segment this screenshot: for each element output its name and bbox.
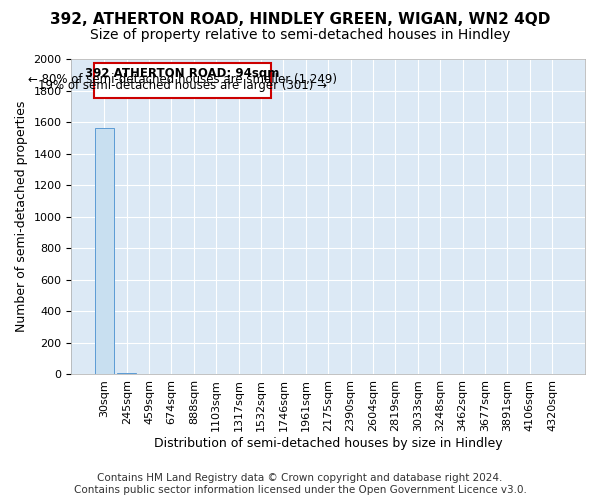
Text: 392 ATHERTON ROAD: 94sqm: 392 ATHERTON ROAD: 94sqm bbox=[85, 67, 280, 80]
X-axis label: Distribution of semi-detached houses by size in Hindley: Distribution of semi-detached houses by … bbox=[154, 437, 503, 450]
Text: Contains HM Land Registry data © Crown copyright and database right 2024.
Contai: Contains HM Land Registry data © Crown c… bbox=[74, 474, 526, 495]
Bar bbox=[117, 373, 136, 374]
Bar bbox=[95, 128, 114, 374]
Text: 19% of semi-detached houses are larger (301) →: 19% of semi-detached houses are larger (… bbox=[38, 78, 327, 92]
Text: ← 80% of semi-detached houses are smaller (1,249): ← 80% of semi-detached houses are smalle… bbox=[28, 73, 337, 86]
Y-axis label: Number of semi-detached properties: Number of semi-detached properties bbox=[15, 101, 28, 332]
Text: Size of property relative to semi-detached houses in Hindley: Size of property relative to semi-detach… bbox=[90, 28, 510, 42]
FancyBboxPatch shape bbox=[94, 63, 271, 98]
Text: 392, ATHERTON ROAD, HINDLEY GREEN, WIGAN, WN2 4QD: 392, ATHERTON ROAD, HINDLEY GREEN, WIGAN… bbox=[50, 12, 550, 28]
